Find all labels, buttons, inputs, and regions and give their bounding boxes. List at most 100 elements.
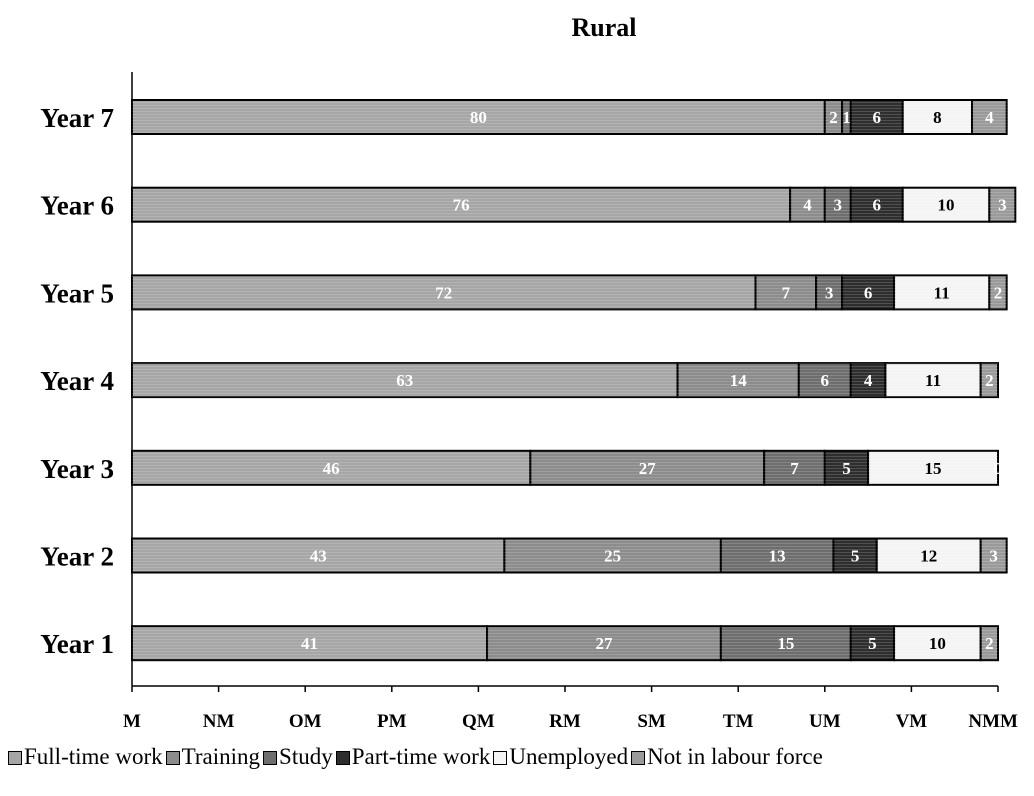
category-label: Year 1 <box>40 629 114 659</box>
bar-segment-texture <box>972 100 1007 134</box>
bar-segment-texture <box>755 275 817 310</box>
x-tick-label: TM <box>723 711 754 732</box>
data-label: 6 <box>821 371 830 390</box>
legend-swatch <box>165 751 180 765</box>
legend-item: Full-time work <box>8 744 163 770</box>
bar-segment-texture <box>132 275 756 310</box>
x-tick-label: NM <box>203 711 235 732</box>
bar-segment-texture <box>876 538 981 573</box>
data-label: 2 <box>829 108 838 127</box>
legend-item: Not in labour force <box>631 744 823 770</box>
data-label: 3 <box>989 547 998 566</box>
data-label: 3 <box>998 196 1007 215</box>
data-label: 27 <box>595 634 613 653</box>
data-label: 7 <box>790 459 799 478</box>
legend-swatch <box>8 751 22 765</box>
bar-segment-texture <box>132 538 505 573</box>
data-label: 72 <box>435 283 452 302</box>
category-labels: Year 7 Year 6 Year 5 Year 4 Year 3 Year 2 Year… <box>40 103 114 659</box>
category-label: Year 2 <box>40 542 114 572</box>
x-tick-label: UM <box>809 711 841 732</box>
bar-segment-texture <box>132 363 678 398</box>
data-label: 4 <box>985 108 994 127</box>
data-label: 15 <box>777 634 794 653</box>
bar-row: 76 4 3 6 10 3 <box>131 186 1017 223</box>
bar-segment-texture <box>842 100 851 134</box>
bar-segment-texture <box>894 626 981 661</box>
data-label: 2 <box>985 371 994 390</box>
data-label: 5 <box>851 547 860 566</box>
data-label: 43 <box>310 547 327 566</box>
bar-segment-texture <box>132 187 791 222</box>
bar-segment-texture <box>504 538 721 573</box>
bar-segment-texture <box>868 450 998 485</box>
legend-label: Part-time work <box>351 744 491 769</box>
data-label: 11 <box>934 283 950 302</box>
data-label: 14 <box>730 371 748 390</box>
bar-segment-texture <box>980 538 1007 573</box>
bar-segment-texture <box>530 450 765 485</box>
legend-label: Training <box>181 744 261 769</box>
bar-row: 46 27 7 5 15 0 <box>131 449 1003 486</box>
x-tick-label: PM <box>377 711 407 732</box>
data-label: 4 <box>864 371 873 390</box>
category-label: Year 7 <box>40 103 114 133</box>
bar-row: 41 27 15 5 10 2 <box>131 625 999 662</box>
data-label: 25 <box>604 547 621 566</box>
legend-item: Training <box>165 744 261 770</box>
bar-segment-texture <box>842 275 895 310</box>
bar-segment-texture <box>902 187 990 222</box>
bar-row: 63 14 6 4 11 2 <box>131 362 999 399</box>
bar-row: 43 25 13 5 12 3 <box>131 537 1008 574</box>
bar-segment-texture <box>850 626 895 661</box>
bar-segment-texture <box>487 626 721 661</box>
data-label: 41 <box>301 634 318 653</box>
data-label: 0 <box>994 459 1003 478</box>
data-label: 5 <box>868 634 877 653</box>
legend-item: Unemployed <box>493 744 628 770</box>
bar-segment-texture <box>816 275 843 310</box>
stacked-bar-chart: Rural 80 2 1 6 8 476 4 3 6 10 372 7 3 6 11 263 14 6 4 11 246… <box>40 13 1018 732</box>
data-label: 7 <box>782 283 791 302</box>
bar-segment-texture <box>132 450 531 485</box>
data-label: 8 <box>933 108 942 127</box>
data-label: 5 <box>842 459 851 478</box>
bar-segment-texture <box>720 538 834 573</box>
bar-segment-texture <box>850 187 903 222</box>
bar-segment-texture <box>850 100 903 134</box>
bar-segment-texture <box>790 187 825 222</box>
chart-title: Rural <box>572 13 637 42</box>
legend-label: Unemployed <box>509 744 629 769</box>
data-label: 63 <box>396 371 413 390</box>
data-label: 12 <box>920 547 937 566</box>
data-label: 3 <box>834 196 843 215</box>
legend: Full-time work Training Study Part-time wor… <box>8 744 1032 770</box>
bar-segment-texture <box>833 538 877 573</box>
bar-segment-texture <box>677 363 799 398</box>
x-tick-label: RM <box>549 711 581 732</box>
bar-segment-texture <box>824 187 851 222</box>
bar-segment-texture <box>980 626 998 661</box>
data-label: 2 <box>985 634 994 653</box>
x-tick-label: NMM <box>968 711 1018 732</box>
legend-label: Not in labour force <box>647 744 823 769</box>
data-label: 13 <box>769 547 786 566</box>
bar-segment-texture <box>989 187 1016 222</box>
legend-label: Full-time work <box>24 744 163 769</box>
data-label: 15 <box>925 459 942 478</box>
data-label: 80 <box>470 108 487 127</box>
category-label: Year 6 <box>40 191 114 221</box>
legend-label: Study <box>279 744 333 769</box>
data-label: 3 <box>825 283 834 302</box>
category-label: Year 4 <box>40 366 114 396</box>
data-label: 76 <box>453 196 470 215</box>
data-label: 6 <box>873 196 882 215</box>
bar-segment-texture <box>902 100 973 134</box>
data-label: 10 <box>929 634 946 653</box>
data-label: 2 <box>994 283 1003 302</box>
x-tick-label: M <box>123 711 141 732</box>
bar-segment-texture <box>980 363 998 398</box>
data-label: 1 <box>842 108 851 127</box>
bar-row: 72 7 3 6 11 2 <box>131 274 1008 311</box>
x-tick-label: SM <box>637 711 666 732</box>
